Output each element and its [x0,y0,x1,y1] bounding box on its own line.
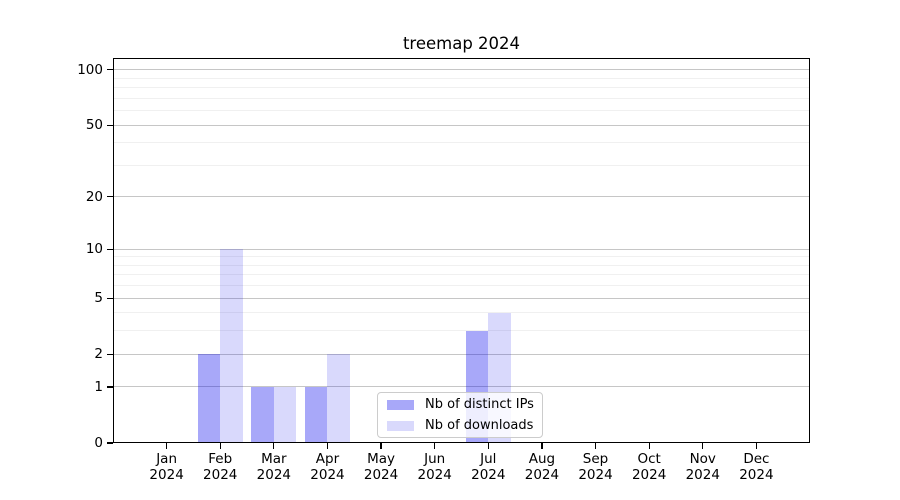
gridline-minor [113,142,810,144]
x-tick [702,443,704,449]
x-tick [326,443,329,449]
x-tick [541,443,543,449]
y-tick-label: 0 [94,435,103,451]
gridline-minor [113,164,810,166]
bar-downloads [327,354,350,443]
x-tick-label: Mar 2024 [256,451,292,483]
y-tick-label: 5 [94,290,103,307]
x-tick [648,443,650,449]
gridline-minor [113,110,810,112]
y-tick [107,196,113,198]
y-tick-label: 100 [77,61,103,78]
gridline-minor [113,264,810,266]
gridline-minor [113,274,810,276]
x-tick-label: Jan 2024 [149,451,184,483]
x-tick-label: Sep 2024 [578,451,613,483]
x-tick-label: Oct 2024 [631,451,667,483]
x-tick-label: May 2024 [363,451,399,483]
y-tick-label: 2 [94,346,103,363]
legend-item-distinct-ips: Nb of distinct IPs [387,395,542,414]
gridline-major [113,196,810,198]
legend: Nb of distinct IPs Nb of downloads [377,392,543,438]
y-tick [107,248,113,250]
x-tick [380,443,382,449]
gridline-major [113,353,810,355]
gridline-minor [113,77,810,79]
y-tick [107,297,113,299]
x-tick-label: Apr 2024 [310,451,345,483]
x-tick [755,443,757,449]
y-tick-label: 50 [85,117,103,134]
bar-distinct-ips [251,386,274,443]
gridline-minor [113,97,810,99]
gridline-minor [113,330,810,332]
y-tick [107,69,113,71]
y-tick-label: 10 [85,241,103,258]
x-tick [219,443,221,449]
chart-title: treemap 2024 [402,34,521,53]
gridline-minor [113,256,810,258]
x-tick-label: Jun 2024 [417,451,452,483]
x-tick-label: Feb 2024 [203,451,238,483]
gridline-major [113,69,810,71]
legend-label-distinct-ips: Nb of distinct IPs [425,397,534,412]
bar-distinct-ips [304,386,328,443]
gridline-minor [113,87,810,89]
bar-downloads [220,249,243,443]
bar-downloads [273,386,297,443]
gridline-major [113,297,810,299]
x-tick [487,443,489,449]
gridline-major [113,124,810,126]
x-tick [166,443,168,449]
x-tick [273,443,275,449]
y-tick [107,442,113,444]
legend-swatch-distinct-ips [387,399,414,410]
x-tick [434,443,436,449]
y-tick [107,124,113,126]
x-tick-label: Nov 2024 [685,451,720,483]
y-tick [107,353,113,355]
y-tick-label: 1 [94,378,103,395]
y-tick-label: 20 [85,188,103,205]
gridline-minor [113,312,810,314]
x-tick-label: Jul 2024 [471,451,506,483]
legend-swatch-downloads [387,420,414,431]
x-tick-label: Aug 2024 [524,451,560,483]
x-tick-label: Dec 2024 [739,451,774,483]
gridline-minor [113,285,810,287]
y-tick [107,386,113,388]
gridline-major [113,386,810,388]
legend-item-downloads: Nb of downloads [387,416,542,435]
gridline-major [113,248,810,250]
bar-distinct-ips [197,354,221,443]
x-tick [594,443,597,449]
legend-label-downloads: Nb of downloads [425,418,534,433]
